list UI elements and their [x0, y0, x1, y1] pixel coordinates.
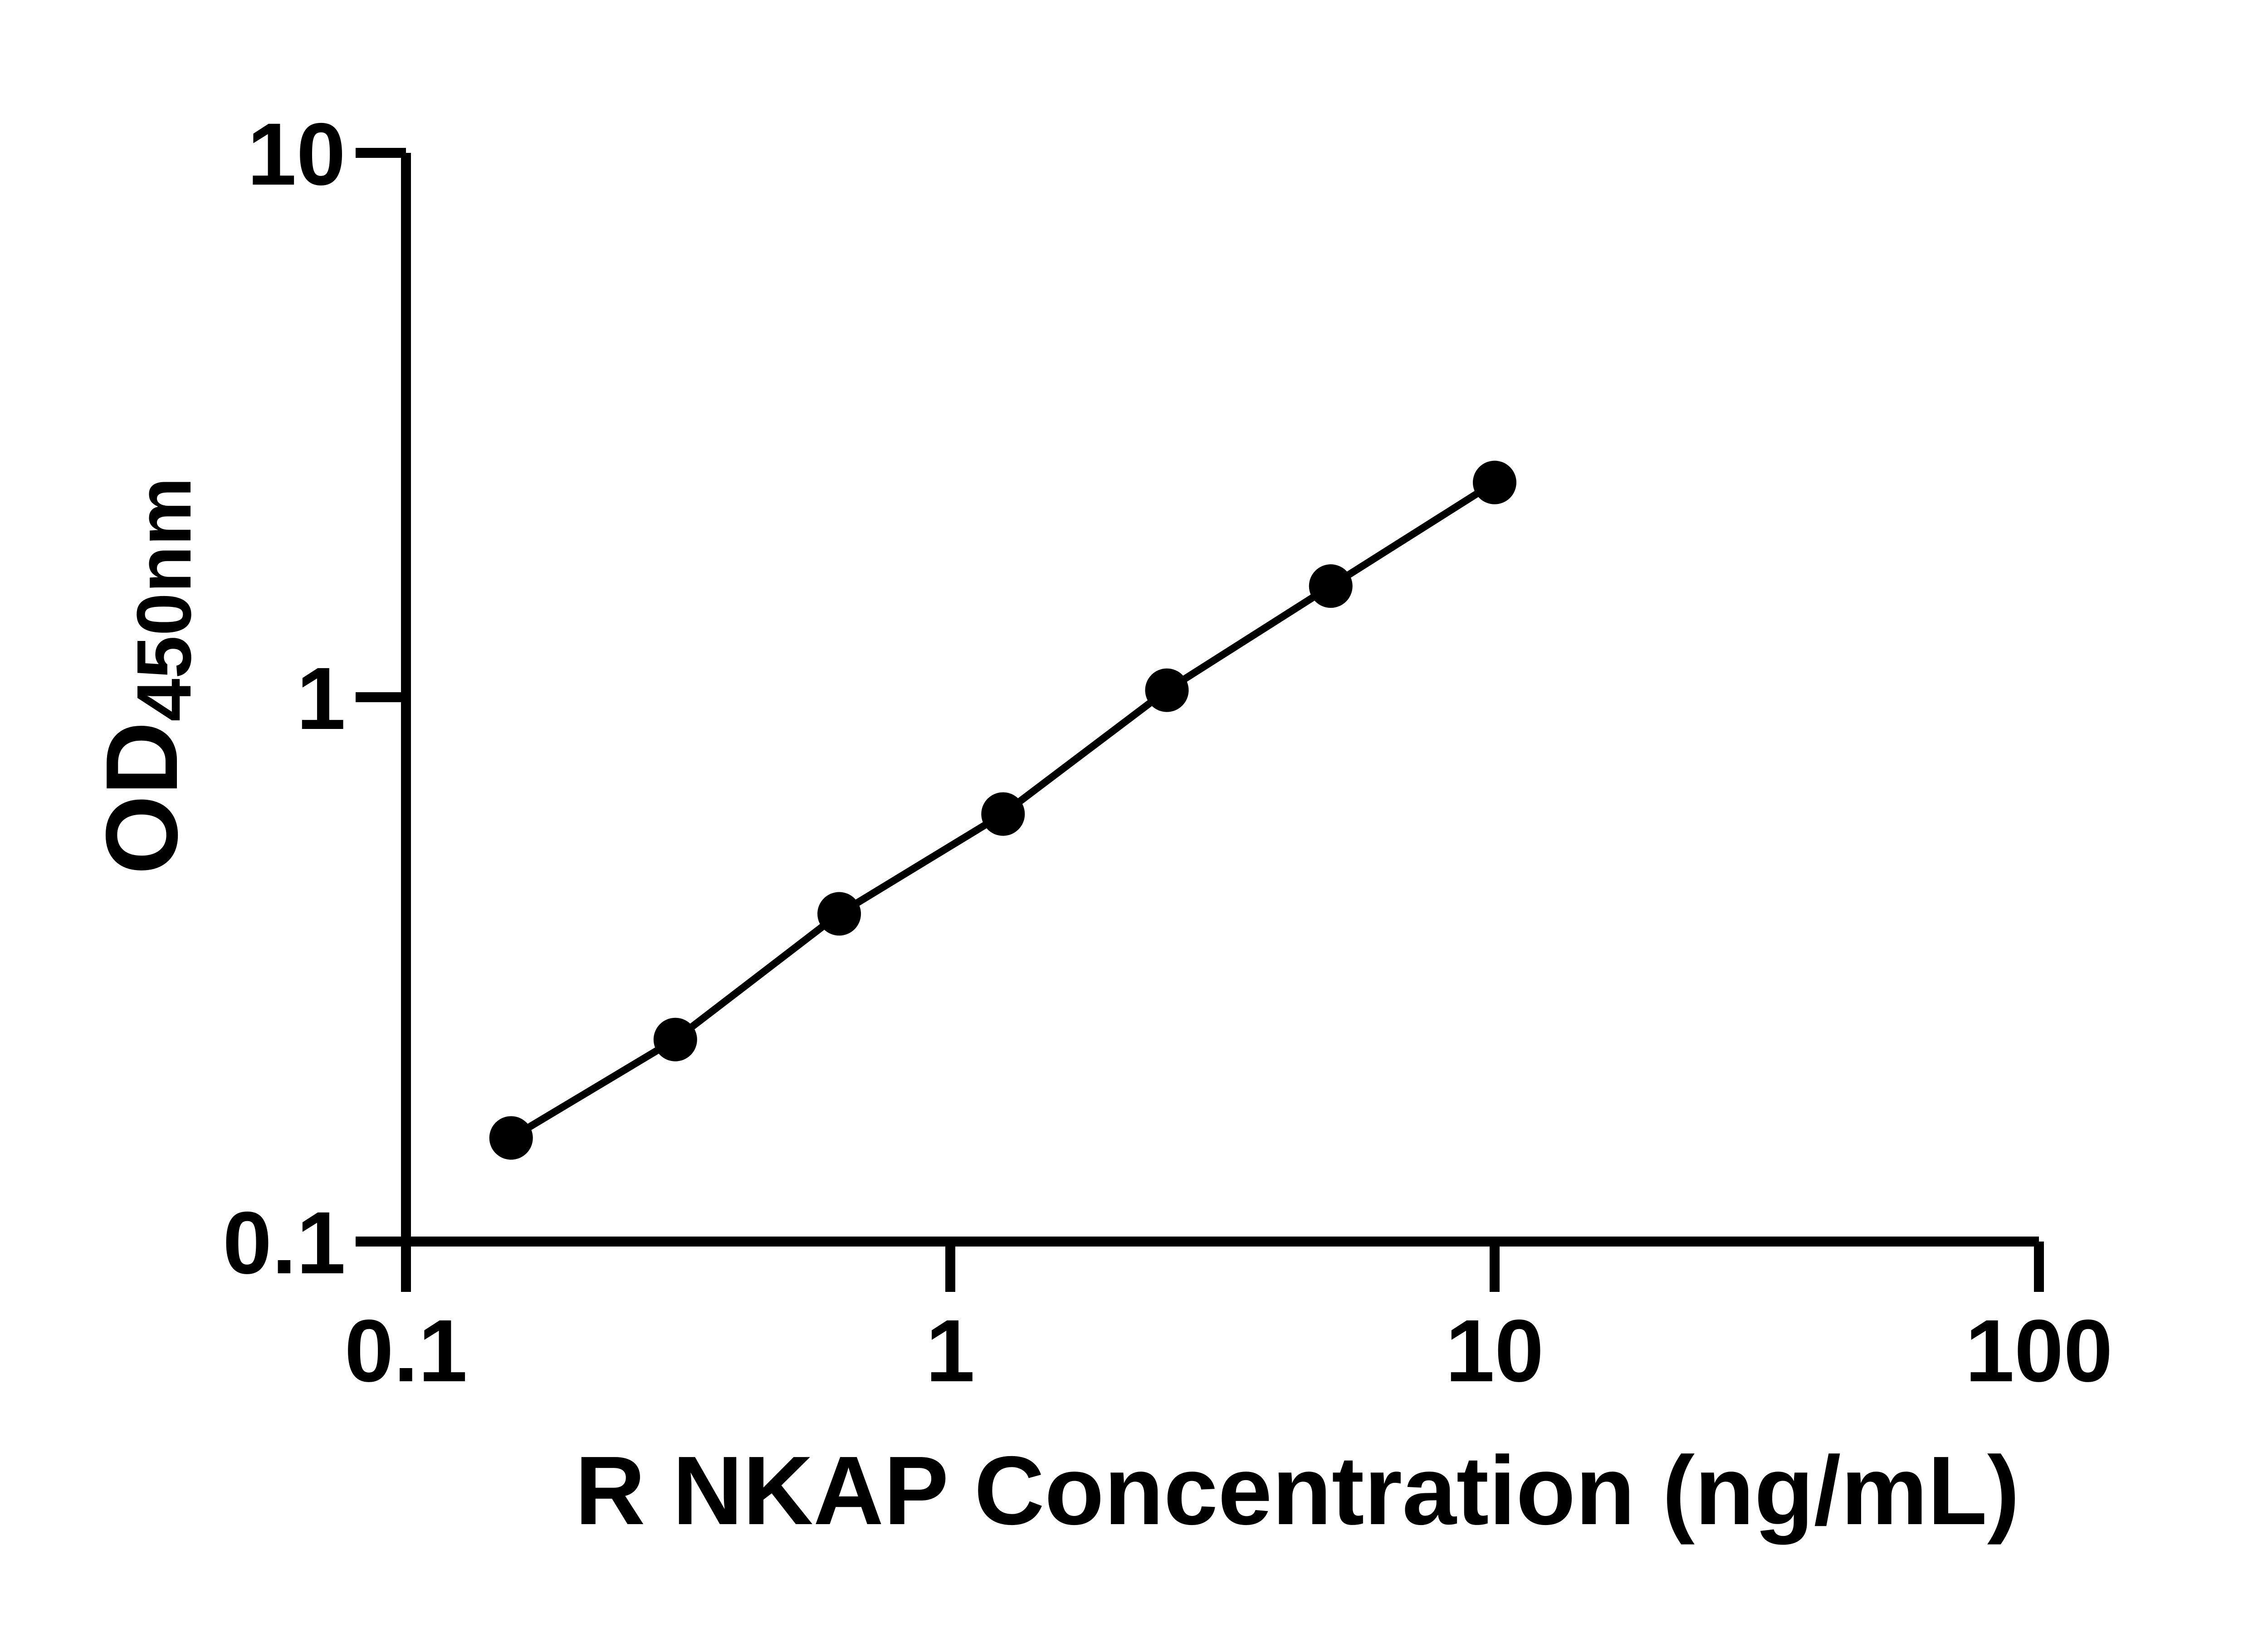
y-axis-title: OD450nm: [84, 477, 207, 875]
x-tick-label: 100: [1965, 1301, 2112, 1400]
x-axis-title: R NKAP Concentration (ng/mL): [575, 1436, 2019, 1545]
x-tick-label: 1: [926, 1301, 975, 1400]
data-point: [1145, 668, 1189, 712]
tick-label-layer: 0.1 1 10 100 0.1 1 10: [223, 105, 2113, 1400]
y-axis-title-subscript: 450nm: [121, 477, 207, 722]
y-axis-title-main: OD: [84, 722, 199, 875]
data-series-layer: [489, 460, 1516, 1160]
y-tick-label: 0.1: [223, 1193, 346, 1292]
y-tick-label: 1: [297, 649, 346, 748]
y-tick-label: 10: [247, 105, 346, 204]
x-tick-label: 10: [1446, 1301, 1544, 1400]
x-tick-label: 0.1: [344, 1301, 467, 1400]
data-point: [981, 792, 1025, 836]
data-point: [489, 1116, 533, 1160]
data-point: [653, 1017, 697, 1061]
data-point: [817, 892, 861, 936]
axes-layer: [356, 148, 2044, 1292]
data-point: [1309, 564, 1353, 608]
data-point: [1473, 460, 1516, 504]
